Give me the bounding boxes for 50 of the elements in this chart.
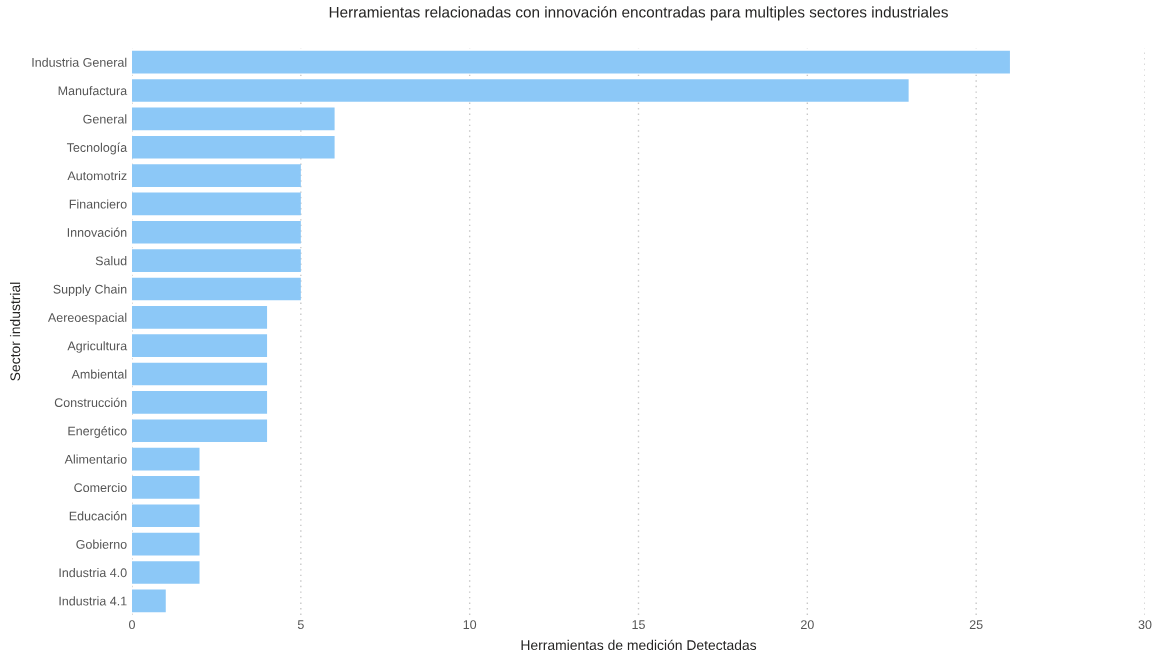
y-tick-label: Innovación xyxy=(67,227,127,237)
y-tick-label: Comercio xyxy=(74,482,127,493)
y-tick-label: Alimentario xyxy=(64,454,127,464)
y-tick-label: Industria 4.0 xyxy=(59,567,127,578)
y-tick-label: Industria 4.1 xyxy=(59,596,127,606)
bar xyxy=(132,50,1010,74)
y-tick-label: Agricultura xyxy=(67,341,128,353)
bar xyxy=(132,476,200,499)
bar xyxy=(132,220,301,244)
x-axis-title: Herramientas de medición Detectadas xyxy=(521,639,757,651)
bar xyxy=(132,589,166,613)
bar xyxy=(132,107,335,131)
y-tick-label: Financiero xyxy=(69,199,127,209)
y-tick-label: Educación xyxy=(69,511,127,521)
bar xyxy=(132,504,200,528)
bar xyxy=(132,391,268,414)
y-tick-label: General xyxy=(83,114,127,124)
y-tick-label: Construcción xyxy=(54,397,127,408)
bar xyxy=(132,79,909,102)
bar xyxy=(132,192,301,216)
x-tick-label: 25 xyxy=(969,620,983,630)
y-tick-label: Gobierno xyxy=(76,539,127,549)
bar xyxy=(132,561,200,584)
x-tick-label: 20 xyxy=(801,620,814,630)
bar xyxy=(132,164,301,187)
x-tick-label: 30 xyxy=(1138,620,1152,630)
bar xyxy=(132,334,268,358)
bar xyxy=(132,419,268,443)
y-tick-label: Automotriz xyxy=(67,171,127,181)
x-tick-label: 15 xyxy=(632,620,645,630)
x-tick-label: 5 xyxy=(297,620,304,630)
bar xyxy=(132,532,200,556)
bar xyxy=(132,447,200,471)
y-tick-label: Aereoespacial xyxy=(47,312,127,325)
y-tick-label: Industria General xyxy=(32,57,127,67)
chart-title: Herramientas relacionadas con innovación encontradas para multiples sectores industriales xyxy=(329,6,948,21)
bar xyxy=(132,362,268,386)
x-tick-label: 0 xyxy=(129,620,135,630)
y-tick-label: Energético xyxy=(68,426,127,438)
y-tick-label: Manufactura xyxy=(58,86,128,96)
bar xyxy=(132,277,301,301)
bar xyxy=(132,135,335,159)
bar xyxy=(132,305,268,329)
y-tick-label: Ambiental xyxy=(71,369,127,379)
bar xyxy=(132,249,301,272)
y-tick-label: Supply Chain xyxy=(53,284,127,297)
y-tick-label: Salud xyxy=(95,256,127,266)
y-axis-title: Sector industrial xyxy=(9,282,21,381)
y-tick-label: Tecnología xyxy=(66,142,128,155)
x-tick-label: 10 xyxy=(463,620,477,630)
